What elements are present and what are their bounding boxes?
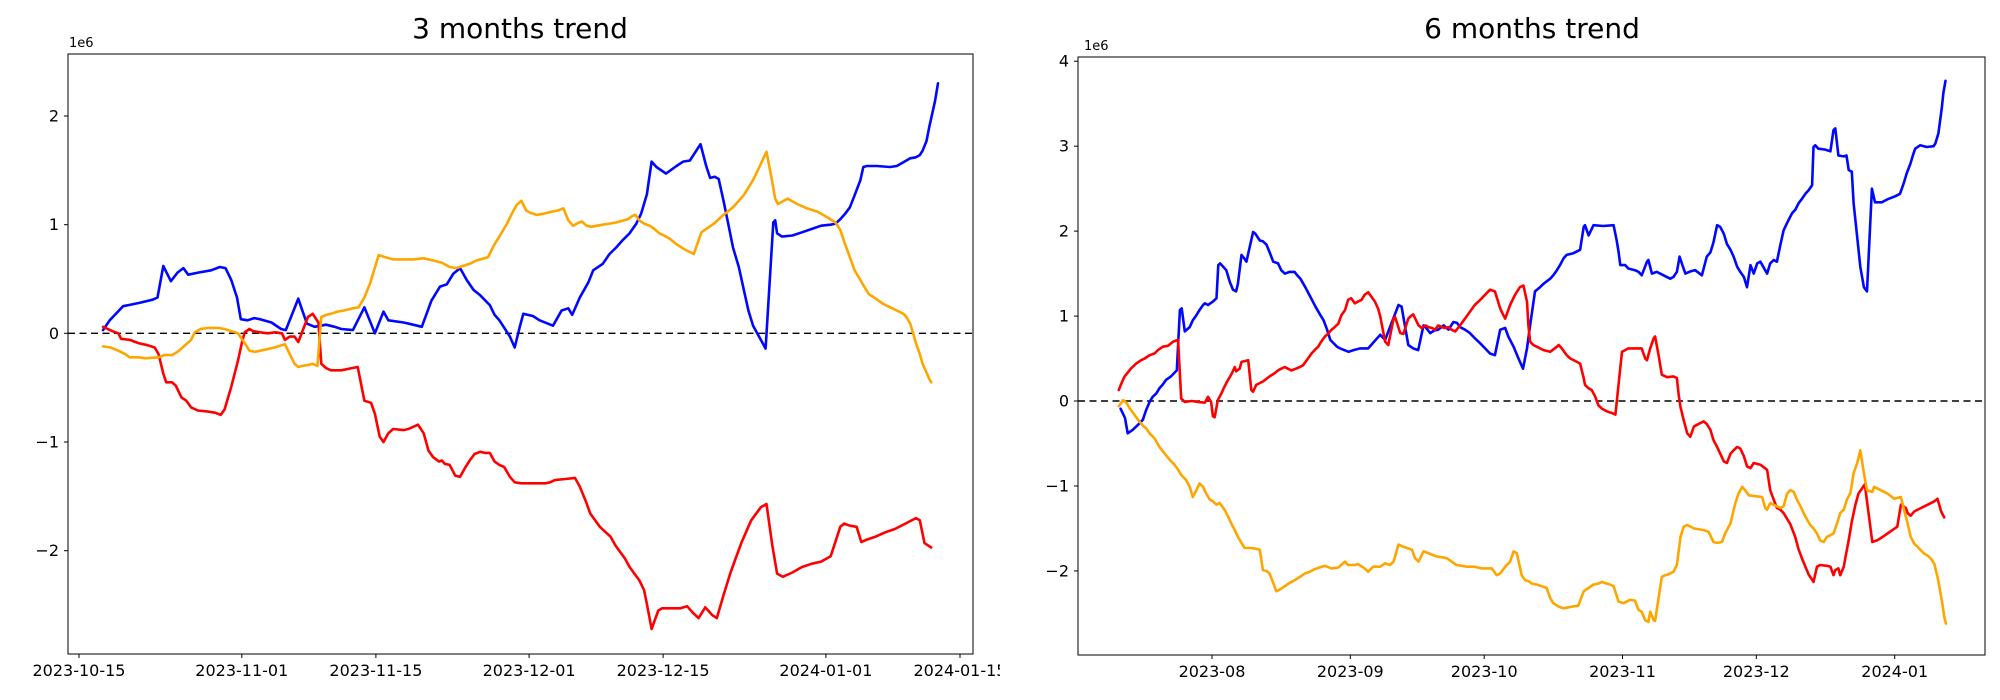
plot-content: −2 −1 0 1 2 2023-10-15 2023-11-01 2023-11-15 202… xyxy=(33,53,1000,680)
y-tick-label: 0 xyxy=(1059,392,1069,411)
x-tick-label: 2023-10 xyxy=(1451,662,1518,681)
x-tick-label: 2023-11-01 xyxy=(195,661,288,680)
x-tick-label: 2023-10-15 xyxy=(33,661,126,680)
x-tick-label: 2023-08 xyxy=(1179,662,1246,681)
y-tick-label: 1 xyxy=(1059,307,1069,326)
series-line-red xyxy=(101,312,933,631)
y-axis-offset-label: 1e6 xyxy=(1084,39,1109,54)
y-tick-label: −1 xyxy=(35,433,59,452)
series-line-red xyxy=(1117,284,1946,584)
chart-title: 6 months trend xyxy=(1424,12,1640,45)
y-tick-label: 0 xyxy=(49,324,59,343)
y-tick-label: −2 xyxy=(1045,561,1069,580)
y-tick-label: 2 xyxy=(1059,222,1069,241)
x-tick-label: 2023-11 xyxy=(1589,662,1656,681)
y-tick-label: −2 xyxy=(35,541,59,560)
series-line-blue xyxy=(1119,79,1947,435)
x-tick-label: 2024-01-01 xyxy=(779,661,872,680)
y-axis-offset-label: 1e6 xyxy=(69,36,94,51)
y-tick-label: 1 xyxy=(49,215,59,234)
x-tick-label: 2024-01-15 xyxy=(914,661,1000,680)
series-line-blue xyxy=(101,82,940,350)
y-tick-label: 3 xyxy=(1059,137,1069,156)
y-tick-label: 4 xyxy=(1059,52,1069,71)
x-tick-label: 2024-01 xyxy=(1861,662,1928,681)
x-tick-label: 2023-12-15 xyxy=(617,661,710,680)
x-tick-label: 2023-12 xyxy=(1723,662,1790,681)
series-line-orange xyxy=(101,150,933,384)
plot-content: −2 −1 0 1 2 3 4 2023-08 2023-09 2023-10 2023-11 202… xyxy=(1045,52,1986,681)
y-tick-label: −1 xyxy=(1045,477,1069,496)
right-chart: 6 months trend 1e6 −2 −1 0 1 2 3 4 2023-08 2023-… xyxy=(1045,12,1986,681)
left-chart: 3 months trend 1e6 −2 −1 0 1 2 2023-10-15 2023… xyxy=(33,12,1000,680)
x-tick-label: 2023-12-01 xyxy=(483,661,576,680)
y-tick-label: 2 xyxy=(49,107,59,126)
chart-title: 3 months trend xyxy=(412,12,628,45)
x-tick-label: 2023-11-15 xyxy=(329,661,422,680)
series-line-orange xyxy=(1117,398,1948,625)
plot-border xyxy=(67,53,974,655)
plot-border xyxy=(1077,56,1986,656)
x-tick-label: 2023-09 xyxy=(1317,662,1384,681)
